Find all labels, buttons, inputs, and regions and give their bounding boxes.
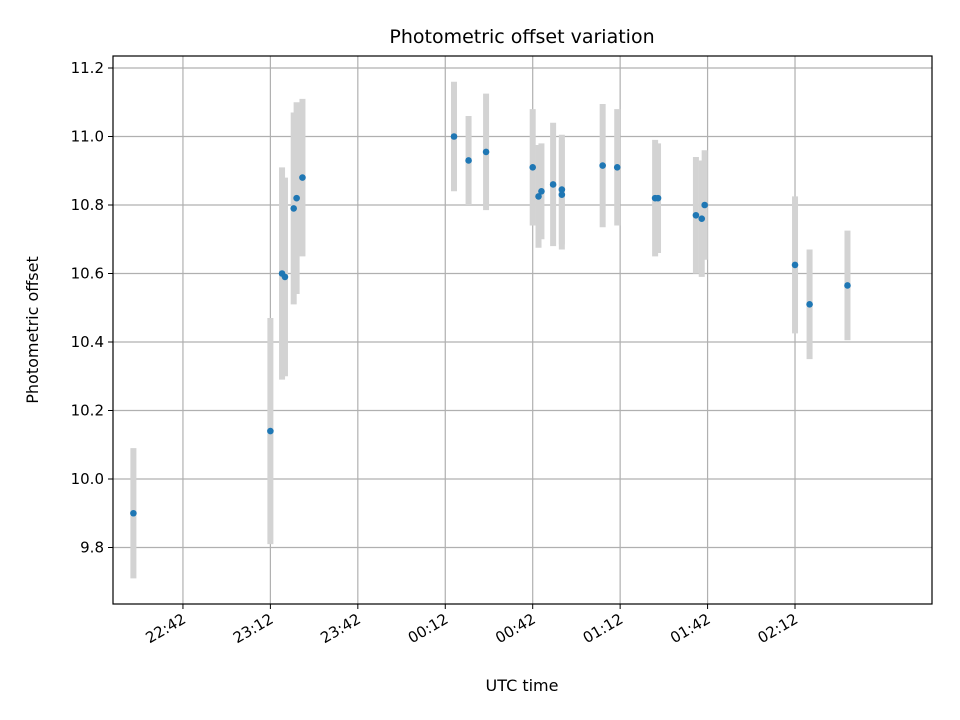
y-tick-label: 10.8: [71, 196, 104, 214]
data-points: [130, 133, 851, 517]
x-axis-label: UTC time: [486, 676, 559, 695]
y-tick-label: 11.0: [71, 127, 104, 145]
y-tick-label: 10.0: [71, 470, 104, 488]
y-tick-label: 10.6: [71, 264, 104, 282]
data-point: [791, 261, 799, 269]
data-point: [450, 133, 458, 140]
data-point: [613, 164, 621, 171]
data-point: [299, 174, 306, 181]
data-point: [290, 205, 298, 212]
data-point: [806, 301, 813, 308]
data-point: [267, 427, 274, 435]
data-point: [844, 282, 851, 289]
y-tick-label: 9.8: [80, 538, 104, 556]
data-point: [549, 181, 557, 188]
data-point: [482, 148, 490, 156]
data-point: [293, 194, 300, 202]
data-point: [692, 211, 700, 219]
data-point: [281, 273, 289, 281]
y-axis-label: Photometric offset: [23, 256, 42, 404]
data-point: [599, 162, 606, 169]
data-point: [558, 186, 566, 193]
data-point: [558, 191, 566, 199]
y-axis-ticks: 9.8 10.0 10.2 10.4 10.6 10.8 11.0 11.2: [71, 59, 113, 556]
data-point: [701, 201, 708, 209]
data-point: [465, 157, 472, 164]
y-tick-label: 11.2: [71, 59, 104, 77]
data-point: [535, 193, 542, 200]
data-point: [529, 164, 537, 171]
data-point: [654, 194, 662, 202]
chart-title: Photometric offset variation: [389, 26, 654, 48]
data-point: [698, 215, 706, 222]
data-point: [538, 187, 545, 195]
data-point: [130, 509, 137, 517]
plot-frame: [112, 55, 933, 605]
y-tick-label: 10.2: [71, 401, 104, 419]
y-tick-label: 10.4: [71, 333, 104, 351]
